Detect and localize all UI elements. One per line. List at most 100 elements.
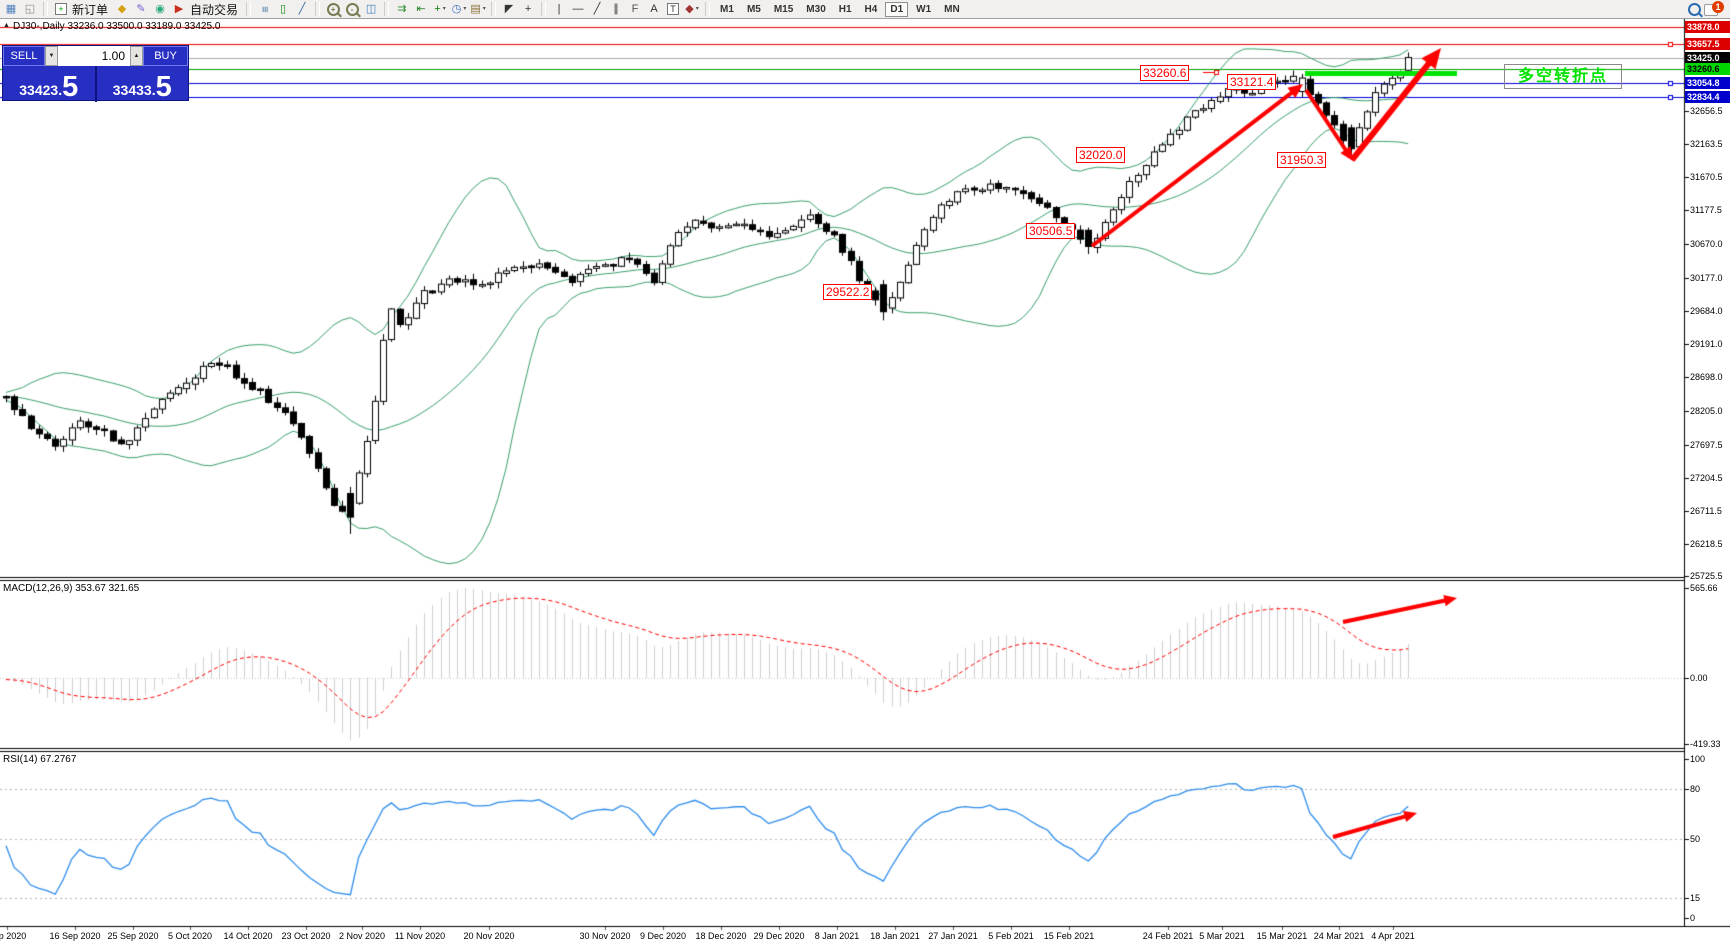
- text-icon[interactable]: A: [650, 2, 658, 15]
- one-click-trading-panel: SELL ▼ 1.00 ▲ BUY 33423. 5 33433. 5: [2, 45, 189, 102]
- indicators-button[interactable]: + ▾: [434, 2, 446, 15]
- y-axis-tick-label: 565.66: [1690, 583, 1718, 593]
- main-toolbar: ▦ ◱ + 新订单 ◆ ✎ ◉ ▶ 自动交易 ≡ ▯ ╱ + - ◫ ⇉ ⇤ + ▾ ◷ ▾ ▤ ▾ ◤ + | — ╱ ∥ F A T ◆ ▾ M…: [0, 0, 1730, 19]
- y-axis-tick-label: 80: [1690, 784, 1701, 794]
- price-annotation-label[interactable]: 33260.6: [1140, 65, 1190, 81]
- tile-windows-icon[interactable]: ◫: [365, 2, 377, 15]
- y-axis-tick-label: 100: [1690, 754, 1706, 764]
- x-axis-label: 23 Oct 2020: [281, 931, 331, 941]
- chart-profiles-icon[interactable]: ◱: [24, 2, 36, 15]
- price-annotation-label[interactable]: 33121.4: [1227, 74, 1277, 90]
- macd-indicator-label: MACD(12,26,9) 353.67 321.65: [3, 583, 140, 594]
- timeframe-m30-button[interactable]: M30: [806, 3, 826, 15]
- zoom-in-icon[interactable]: +: [324, 1, 342, 18]
- toolbar-separator: [43, 2, 48, 16]
- cursor-icon[interactable]: ◤: [504, 2, 514, 15]
- trendline-icon[interactable]: ╱: [593, 2, 601, 15]
- candlestick-chart-icon[interactable]: ▯: [280, 2, 287, 15]
- turning-point-note[interactable]: 多空转折点: [1504, 64, 1622, 89]
- y-axis-tick-label: -419.33: [1690, 739, 1721, 749]
- y-axis-tick-label: 32656.5: [1690, 106, 1723, 116]
- templates-button[interactable]: ▤ ▾: [470, 2, 486, 15]
- y-axis-tick-label: 29191.0: [1690, 339, 1723, 349]
- x-axis-label: 18 Dec 2020: [695, 931, 747, 941]
- toolbar-separator: [491, 2, 497, 16]
- periods-button[interactable]: ◷ ▾: [451, 2, 467, 15]
- shapes-button[interactable]: ◆ ▾: [685, 2, 699, 15]
- x-axis-label: 15 Mar 2021: [1256, 931, 1308, 941]
- sell-price-main: 33423.: [19, 82, 63, 98]
- volume-increment-button[interactable]: ▲: [130, 46, 143, 66]
- toolbar-separator: [246, 2, 252, 16]
- price-axis-tag: 33657.5: [1685, 38, 1730, 50]
- vertical-line-icon[interactable]: |: [557, 2, 561, 15]
- x-axis-label: 5 Oct 2020: [167, 931, 213, 941]
- bar-chart-icon[interactable]: ≡: [258, 5, 271, 13]
- notification-count-badge: 1: [1712, 1, 1724, 13]
- volume-input[interactable]: 1.00: [58, 46, 130, 66]
- buy-button[interactable]: BUY: [143, 46, 188, 66]
- chart-shift-icon[interactable]: ⇤: [416, 2, 426, 15]
- metaeditor-icon[interactable]: ✎: [136, 2, 146, 15]
- sell-price-button[interactable]: 33423. 5: [3, 66, 95, 102]
- price-annotation-label[interactable]: 32020.0: [1076, 147, 1126, 163]
- zoom-out-icon[interactable]: -: [343, 1, 361, 18]
- x-axis-label: 11 Nov 2020: [394, 931, 446, 941]
- one-click-collapse-icon[interactable]: ▲: [3, 22, 10, 29]
- y-axis-tick-label: 32163.5: [1690, 139, 1723, 149]
- x-axis-label: 15 Feb 2021: [1043, 931, 1095, 941]
- search-icon[interactable]: [1685, 1, 1703, 18]
- broom-icon[interactable]: ◆: [117, 2, 127, 15]
- timeframe-h4-button[interactable]: H4: [864, 3, 878, 15]
- timeframe-w1-button[interactable]: W1: [916, 3, 932, 15]
- buy-price-big-digit: 5: [155, 71, 172, 103]
- chart-title: DJ30-,Daily 33236.0 33500.0 33189.0 3342…: [13, 21, 221, 32]
- y-axis-tick-label: 15: [1690, 893, 1701, 903]
- new-order-icon[interactable]: +: [52, 1, 70, 18]
- y-axis-tick-label: 26711.5: [1690, 506, 1722, 516]
- label-icon[interactable]: T: [664, 1, 682, 18]
- crosshair-icon[interactable]: +: [524, 2, 532, 15]
- autotrade-icon[interactable]: ▶: [174, 2, 184, 15]
- x-axis-label: 18 Jan 2021: [870, 931, 920, 941]
- x-axis-label: 27 Jan 2021: [928, 931, 978, 941]
- timeframe-mn-button[interactable]: MN: [944, 3, 960, 15]
- volume-decrement-button[interactable]: ▼: [45, 46, 58, 66]
- new-order-button[interactable]: 新订单: [72, 2, 109, 17]
- y-axis-tick-label: 29684.0: [1690, 306, 1723, 316]
- y-axis-tick-label: 30670.0: [1690, 239, 1723, 249]
- price-axis-tag: 32834.4: [1685, 91, 1730, 103]
- x-axis-label: 30 Nov 2020: [579, 931, 631, 941]
- timeframe-d1-button[interactable]: D1: [885, 1, 909, 17]
- buy-price-button[interactable]: 33433. 5: [97, 66, 189, 102]
- x-axis-label: 25 Sep 2020: [107, 931, 159, 941]
- price-axis-tag: 33054.8: [1685, 77, 1730, 89]
- auto-scroll-icon[interactable]: ⇉: [397, 2, 407, 15]
- price-annotation-label[interactable]: 29522.2: [823, 284, 873, 300]
- x-axis-label: 5 Mar 2021: [1199, 931, 1245, 941]
- sell-button[interactable]: SELL: [3, 46, 45, 66]
- channel-icon[interactable]: ∥: [613, 2, 619, 15]
- toolbar-separator: [315, 2, 321, 16]
- timeframe-h1-button[interactable]: H1: [838, 3, 852, 15]
- horizontal-line-icon[interactable]: —: [572, 2, 584, 15]
- fibonacci-icon[interactable]: F: [631, 2, 639, 15]
- price-axis-tag: 33878.0: [1685, 21, 1730, 33]
- toolbar-separator: [384, 2, 390, 16]
- timeframe-m15-button[interactable]: M15: [773, 3, 794, 15]
- x-axis-label: 4 Apr 2021: [1371, 931, 1415, 941]
- signals-icon[interactable]: ◉: [155, 2, 165, 15]
- price-annotation-label[interactable]: 30506.5: [1026, 223, 1076, 239]
- y-axis-tick-label: 0.00: [1690, 673, 1708, 683]
- line-chart-icon[interactable]: ╱: [298, 2, 306, 15]
- x-axis-label: 16 Sep 2020: [49, 931, 101, 941]
- timeframe-m5-button[interactable]: M5: [746, 3, 761, 15]
- toolbar-separator: [541, 2, 547, 16]
- new-chart-icon[interactable]: ▦: [5, 2, 17, 15]
- price-annotation-label[interactable]: 31950.3: [1277, 152, 1327, 168]
- notifications-icon[interactable]: 1: [1704, 1, 1724, 17]
- price-axis-tag: 33260.6: [1685, 63, 1730, 75]
- timeframe-m1-button[interactable]: M1: [720, 3, 734, 15]
- auto-trading-button[interactable]: 自动交易: [190, 2, 239, 17]
